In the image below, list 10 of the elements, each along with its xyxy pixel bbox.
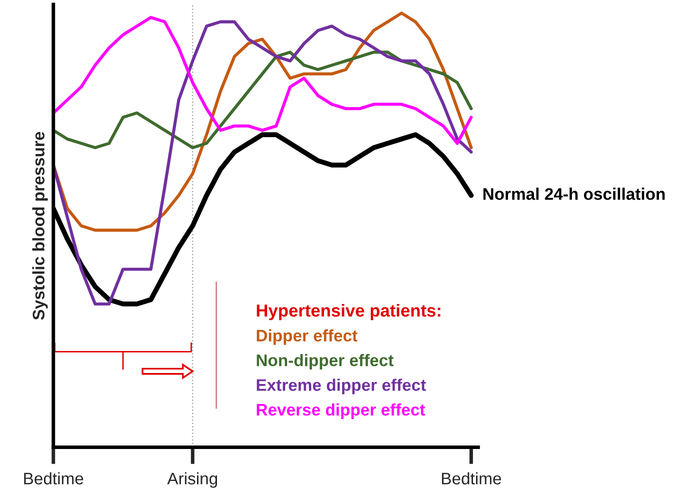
- y-axis-title: Systolic blood pressure: [32, 132, 48, 320]
- text: Extreme dipper effect: [256, 378, 426, 394]
- x-tick-label: Arising: [167, 472, 218, 488]
- text: Reverse dipper effect: [256, 403, 426, 419]
- series-label: Normal 24-h oscillation: [483, 188, 665, 200]
- text: Non-dipper effect: [256, 354, 394, 370]
- legend-title: Hypertensive patients:: [256, 304, 440, 320]
- text: Dipper effect: [256, 329, 358, 345]
- x-tick-label: Bedtime: [442, 472, 502, 484]
- x-tick-label: Bedtime: [24, 472, 84, 484]
